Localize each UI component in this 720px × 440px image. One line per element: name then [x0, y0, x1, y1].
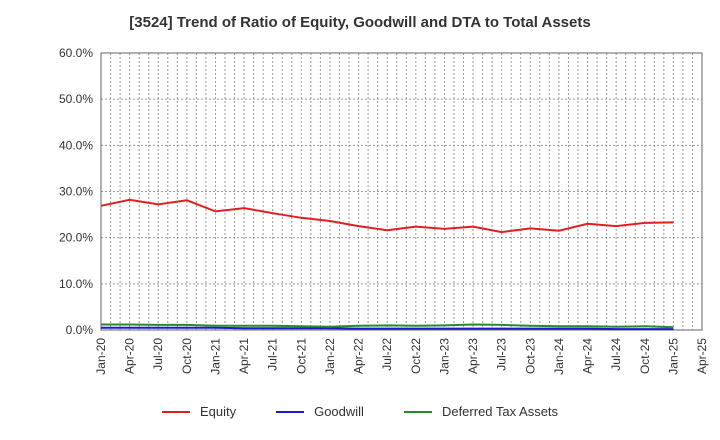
legend-swatch-goodwill	[276, 410, 305, 413]
legend-item-equity: Equity	[161, 404, 237, 419]
y-tick-label: 40.0%	[59, 138, 93, 152]
series-line-deferred-tax-assets	[101, 323, 674, 329]
y-tick-label: 10.0%	[59, 277, 93, 291]
series-lines	[100, 198, 674, 331]
x-tick-label: Apr-25	[695, 338, 709, 374]
x-tick-label: Jul-22	[380, 338, 394, 371]
grid	[100, 52, 703, 331]
x-tick-label: Jan-21	[208, 338, 222, 375]
axes	[100, 52, 703, 331]
x-tick-label: Apr-23	[466, 338, 480, 374]
x-tick-label: Apr-20	[123, 338, 137, 374]
x-tick-label: Oct-21	[294, 338, 308, 374]
x-tick-label: Jul-20	[151, 338, 165, 371]
y-tick-label: 60.0%	[59, 46, 93, 60]
legend-item-goodwill: Goodwill	[276, 404, 364, 419]
x-tick-label: Jul-21	[266, 338, 280, 371]
y-tick-label: 30.0%	[59, 185, 93, 199]
y-tick-label: 0.0%	[66, 323, 94, 337]
x-tick-label: Jan-23	[437, 338, 451, 375]
legend-item-deferred-tax-assets: Deferred Tax Assets	[403, 404, 559, 419]
x-tick-label: Oct-23	[523, 338, 537, 374]
legend-swatch-dta	[403, 410, 432, 413]
x-tick-label: Oct-20	[180, 338, 194, 374]
y-tick-label: 50.0%	[59, 92, 93, 106]
x-tick-label: Oct-22	[409, 338, 423, 374]
x-tick-label: Jul-24	[609, 338, 623, 371]
plot-frame	[100, 52, 703, 331]
x-tick-label: Jan-24	[552, 338, 566, 375]
legend-label-goodwill: Goodwill	[314, 404, 364, 419]
y-tick-labels: 0.0% 10.0% 20.0% 30.0% 40.0% 50.0% 60.0%	[59, 46, 93, 337]
legend-label-dta: Deferred Tax Assets	[441, 404, 559, 419]
series-line-equity	[100, 198, 674, 234]
legend-label-equity: Equity	[199, 404, 237, 419]
x-tick-label: Jan-25	[666, 338, 680, 375]
x-tick-label: Jan-20	[94, 338, 108, 375]
x-tick-label: Jan-22	[323, 338, 337, 375]
y-tick-label: 20.0%	[59, 231, 93, 245]
legend-swatch-equity	[161, 410, 190, 413]
x-tick-labels: Jan-20 Apr-20 Jul-20 Oct-20 Jan-21 Apr-21 Jul-…	[94, 338, 709, 375]
x-tick-label: Jul-23	[495, 338, 509, 371]
x-tick-label: Apr-22	[352, 338, 366, 374]
x-tick-label: Apr-21	[237, 338, 251, 374]
x-tick-label: Apr-24	[581, 338, 595, 374]
legend: Equity Goodwill Deferred Tax Assets	[0, 404, 720, 419]
chart-title: [3524] Trend of Ratio of Equity, Goodwil…	[129, 14, 591, 31]
series-line-goodwill	[101, 326, 674, 331]
x-tick-label: Oct-24	[638, 338, 652, 374]
